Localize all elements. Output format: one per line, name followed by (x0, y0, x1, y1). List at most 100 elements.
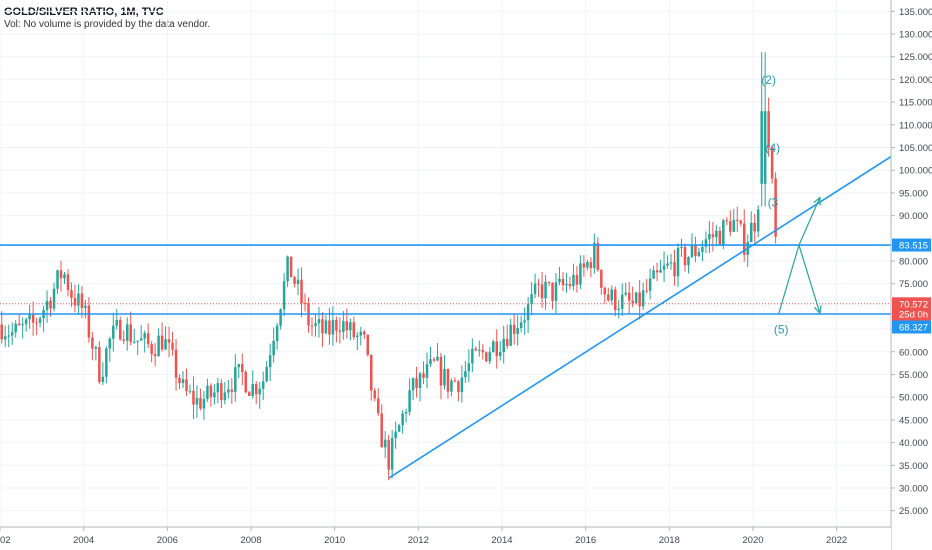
y-tick-label: 55.000 (899, 370, 928, 381)
candle-body (352, 322, 356, 338)
time-axis: 02 2004 2006 2008 2010 2012 2014 2016 2018 2020 20… (0, 526, 891, 550)
candle-body (244, 371, 248, 393)
candle-body (690, 245, 694, 257)
candle-body (558, 278, 561, 283)
candle-body (310, 325, 314, 327)
candle-body (380, 413, 383, 448)
candle-body (268, 355, 272, 368)
candle-body (397, 425, 401, 432)
y-tick-label: 95.000 (899, 188, 928, 199)
candle-body (457, 381, 460, 393)
y-tick-label: 120.000 (899, 75, 932, 86)
candle-body (66, 274, 70, 291)
candle-body (220, 383, 223, 401)
candle-body (530, 294, 533, 305)
candle-body (202, 399, 206, 409)
candle-body (10, 332, 14, 336)
y-tick-label: 40.000 (899, 438, 928, 449)
candle-body (279, 309, 282, 326)
candle-body (150, 344, 153, 355)
candle-body (192, 390, 195, 405)
candle-body (478, 349, 481, 351)
candle-body (223, 392, 227, 401)
candle-body (586, 261, 589, 268)
candle-body (418, 373, 422, 388)
candle-body (729, 221, 732, 232)
candle-body (544, 281, 547, 299)
candle-body (694, 245, 697, 257)
candle-body (122, 339, 126, 341)
candle-body (450, 380, 453, 392)
candle-body (697, 251, 701, 257)
candle-body (701, 246, 704, 252)
candle-body (589, 261, 593, 268)
x-tick-label: 2020 (742, 535, 763, 546)
candle-body (516, 327, 519, 334)
grid (0, 0, 891, 527)
candle-body (216, 383, 220, 393)
candle-body (132, 341, 136, 343)
candle-body (247, 392, 251, 396)
candle-body (770, 147, 774, 179)
candle-body (572, 274, 575, 287)
candle-body (286, 256, 289, 282)
candle-body (293, 277, 296, 284)
candle-body (624, 292, 627, 295)
candle-body (387, 439, 390, 470)
candle-body (91, 337, 94, 349)
candle-body (638, 292, 641, 307)
price-badge (892, 238, 931, 252)
price-badge-label: 25d 0h (899, 309, 928, 320)
candle-body (188, 390, 192, 392)
candle-body (593, 242, 596, 268)
candle-body (345, 321, 349, 331)
candle-body (554, 282, 558, 301)
candle-body (600, 269, 603, 288)
candle-body (178, 377, 181, 384)
trend-line (388, 155, 892, 479)
candle-body (415, 378, 418, 388)
x-tick-label: 2014 (491, 535, 512, 546)
candle-body (373, 390, 376, 399)
x-tick-label: 2012 (408, 535, 429, 546)
candle-body (38, 318, 42, 323)
candle-body (87, 305, 91, 338)
candle-body (774, 178, 777, 237)
candle-body (603, 287, 607, 295)
y-tick-label: 100.000 (899, 166, 932, 177)
x-tick-label: 2006 (157, 535, 178, 546)
candle-body (94, 346, 98, 349)
candle-body (645, 290, 648, 292)
drawing-lines (0, 155, 892, 479)
candle-body (467, 363, 471, 372)
x-tick-label: 2016 (575, 535, 596, 546)
candle-body (411, 378, 415, 391)
candle-body (227, 389, 230, 393)
candle-body (610, 289, 614, 301)
candle-body (551, 282, 554, 301)
wave-label: (2) (761, 73, 776, 87)
candle-body (324, 320, 328, 334)
candle-body (206, 385, 209, 400)
candle-body (199, 397, 202, 409)
y-tick-label: 50.000 (899, 393, 928, 404)
candle-body (265, 367, 268, 382)
y-tick-label: 75.000 (899, 279, 928, 290)
candle-body (453, 380, 457, 382)
candle-body (704, 239, 708, 247)
x-tick-label: 02 (0, 535, 11, 546)
candle-body (115, 320, 119, 326)
price-badge-label: 70.572 (899, 299, 928, 310)
volume-note: Vol: No volume is provided by the data v… (4, 19, 211, 30)
candle-body (582, 263, 586, 268)
y-tick-label: 25.000 (899, 506, 928, 517)
candle-body (422, 373, 425, 378)
candle-body (401, 413, 404, 426)
candle-body (540, 284, 544, 299)
candles (0, 52, 777, 481)
candle-body (272, 340, 275, 356)
candle-body (627, 292, 631, 301)
y-tick-label: 115.000 (899, 98, 932, 109)
candle-body (70, 290, 73, 298)
